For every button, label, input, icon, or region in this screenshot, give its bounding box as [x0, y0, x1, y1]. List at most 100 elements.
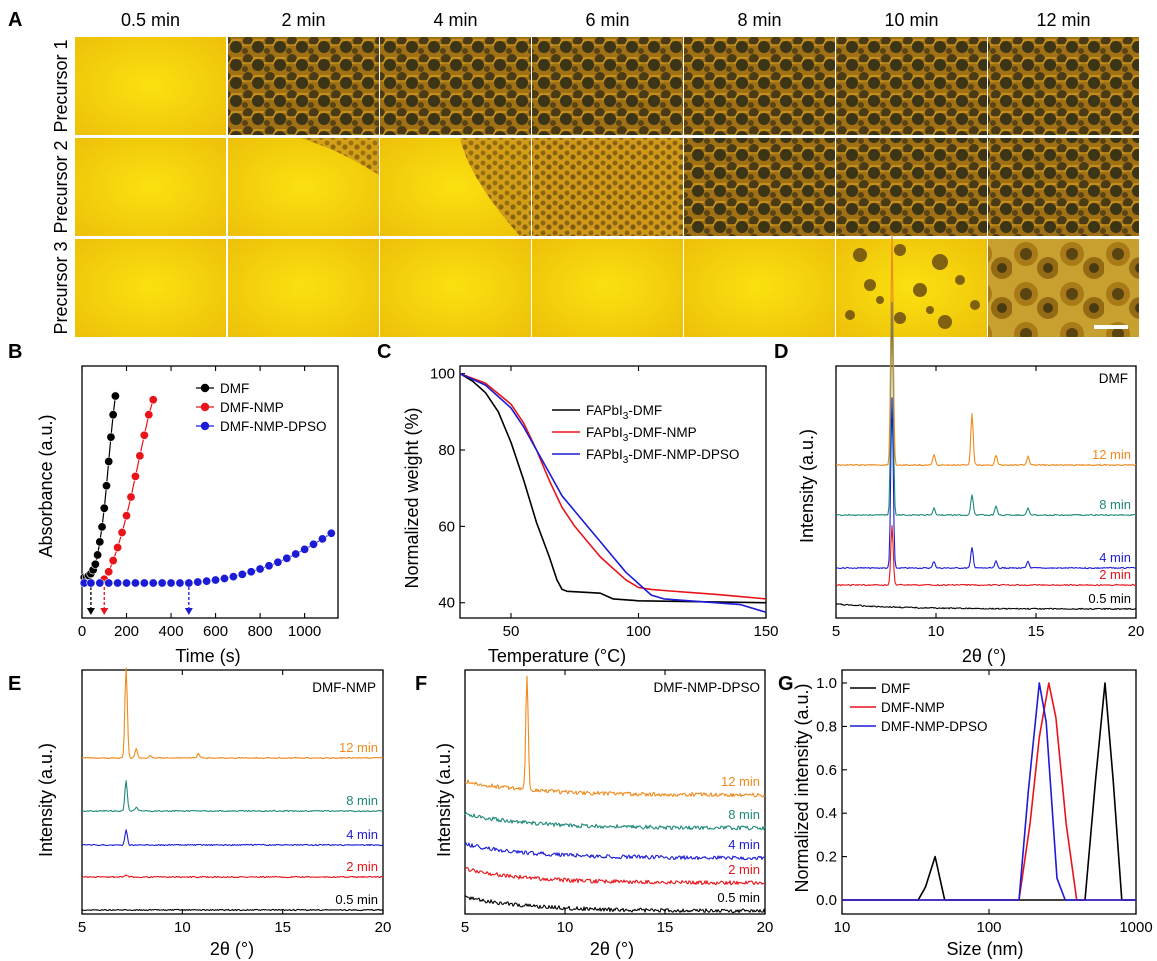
panel-b-data-point	[126, 492, 136, 502]
panel-c-legend-label: FAPbI3-DMF-NMP-DPSO	[586, 447, 739, 466]
panel-b-data-point	[184, 578, 194, 588]
panel-b-data-point	[130, 471, 140, 481]
panel-b-xtick-label: 600	[203, 623, 228, 640]
panel-b-legend-label: DMF-NMP-DPSO	[220, 419, 327, 434]
micrograph-tile	[228, 37, 379, 135]
micrograph-tile	[532, 239, 683, 337]
panel-b-data-point	[255, 564, 265, 574]
panel-b-onset-arrowhead	[184, 608, 193, 615]
panel-c-legend-part: -DMF	[628, 403, 662, 418]
panel-e-trace	[81, 874, 383, 879]
panel-b-xlabel: Time (s)	[175, 646, 240, 666]
panel-b-data-point	[291, 549, 301, 559]
panel-a-letter: A	[8, 9, 22, 31]
panel-e-xtick-label: 5	[78, 919, 86, 936]
panel-c-series-line	[459, 372, 767, 600]
panel-b-data-point	[139, 578, 149, 588]
micrograph-nucleus	[876, 296, 884, 304]
micrograph-tile	[228, 239, 379, 337]
panel-b-data-point	[157, 578, 167, 588]
panel-e-annotation: DMF-NMP	[312, 680, 376, 695]
panel-c-ylabel: Normalized weight (%)	[402, 407, 422, 588]
panel-d-ylabel: Intensity (a.u.)	[797, 429, 817, 543]
panel-d-trace-label: 0.5 min	[1088, 591, 1131, 606]
panel-e-xtick-label: 10	[174, 919, 191, 936]
panel-b-data-point	[95, 578, 105, 588]
panel-b-data-point	[202, 576, 212, 586]
panel-b-data-point	[193, 577, 203, 587]
panel-b-data-point	[130, 578, 140, 588]
micrograph-texture	[460, 138, 531, 236]
panel-b-data-point	[211, 575, 221, 585]
panel-b-onset-arrowhead	[100, 608, 109, 615]
panel-e-xtick-label: 15	[274, 919, 291, 936]
micrograph-tile	[836, 37, 987, 135]
panel-c-legend-sub: 3	[623, 433, 629, 444]
panel-b-data-point	[139, 430, 149, 440]
panel-f-xlabel: 2θ (°)	[590, 939, 634, 959]
panel-a-col-label: 2 min	[281, 10, 325, 30]
panel-f-trace-label: 8 min	[728, 807, 760, 822]
panel-f-xtick-label: 15	[657, 919, 674, 936]
panel-f-trace-label: 0.5 min	[717, 890, 760, 905]
panel-c-series-line	[459, 372, 767, 614]
panel-b-data-point	[108, 410, 118, 420]
micrograph-tile	[75, 37, 226, 135]
micrograph-tile	[532, 138, 683, 236]
panel-g-series-line	[842, 682, 1136, 901]
panel-e-trace-label: 0.5 min	[335, 892, 378, 907]
panel-d-trace-label: 4 min	[1099, 550, 1131, 565]
panel-d-trace-label: 2 min	[1099, 567, 1131, 582]
panel-d-trace	[835, 525, 1137, 587]
panel-e-xlabel: 2θ (°)	[210, 939, 254, 959]
panel-d-trace	[835, 397, 1137, 570]
panel-e-trace	[81, 829, 384, 847]
panel-a-col-label: 8 min	[737, 10, 781, 30]
panel-d-annotation: DMF	[1099, 371, 1128, 386]
micrograph-texture	[228, 138, 379, 175]
panel-g-legend-label: DMF-NMP-DPSO	[881, 719, 988, 734]
panel-b-legend-label: DMF	[220, 381, 249, 396]
panel-g-series-line	[842, 682, 1136, 901]
panel-g-letter: G	[778, 673, 794, 695]
panel-d-xlabel: 2θ (°)	[962, 646, 1006, 666]
micrograph-nucleus	[913, 283, 927, 297]
micrograph-nucleus	[845, 310, 855, 320]
panel-b-data-point	[246, 567, 256, 577]
panel-b-data-point	[104, 567, 114, 577]
panel-b-data-point	[101, 481, 111, 491]
panel-b-data-point	[264, 561, 274, 571]
micrograph-tile	[684, 138, 835, 236]
panel-b-data-point	[104, 578, 114, 588]
panel-b-data-point	[166, 578, 176, 588]
panel-b-xtick-label: 1000	[288, 623, 321, 640]
panel-d-xtick-label: 10	[928, 623, 945, 640]
micrograph-nucleus	[894, 244, 906, 256]
micrograph-tile	[75, 138, 226, 236]
micrograph-tile	[836, 138, 987, 236]
panel-g-ylabel: Normalized intensity (a.u.)	[792, 683, 812, 892]
micrograph-tile	[75, 239, 226, 337]
panel-a-row-label: Precursor 1	[51, 39, 71, 132]
panel-b-data-point	[113, 578, 123, 588]
panel-b-data-point	[104, 456, 114, 466]
micrograph-nucleus	[932, 254, 948, 270]
panel-b-data-point	[300, 544, 310, 554]
micrograph-tile	[380, 239, 531, 337]
panel-b-data-point	[110, 391, 120, 401]
panel-b-data-point	[282, 553, 292, 563]
panel-g-ytick-label: 0.2	[816, 849, 837, 866]
panel-f-trace	[464, 866, 765, 886]
panel-d-trace	[835, 301, 1137, 517]
panel-f-trace-label: 2 min	[728, 862, 760, 877]
panel-d-trace	[835, 234, 1137, 467]
panel-a-col-label: 4 min	[433, 10, 477, 30]
panel-g-ytick-label: 0.0	[816, 892, 837, 909]
panel-g-chart: Normalized intensity (a.u.) Size (nm) 10…	[792, 669, 1153, 959]
panel-c-ytick-label: 80	[438, 442, 455, 459]
panel-b-xtick-label: 0	[78, 623, 86, 640]
panel-c-ytick-label: 100	[430, 366, 455, 383]
panel-b-legend-marker	[200, 402, 210, 412]
panel-b-data-point	[219, 574, 229, 584]
